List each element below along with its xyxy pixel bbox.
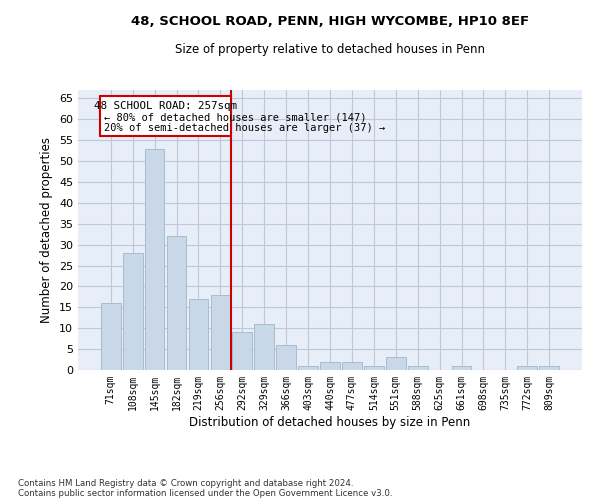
Text: 48, SCHOOL ROAD, PENN, HIGH WYCOMBE, HP10 8EF: 48, SCHOOL ROAD, PENN, HIGH WYCOMBE, HP1… — [131, 15, 529, 28]
Text: Size of property relative to detached houses in Penn: Size of property relative to detached ho… — [175, 44, 485, 57]
Bar — [145, 148, 164, 370]
Bar — [342, 362, 362, 370]
Bar — [386, 358, 406, 370]
FancyBboxPatch shape — [100, 96, 231, 136]
Text: Contains HM Land Registry data © Crown copyright and database right 2024.: Contains HM Land Registry data © Crown c… — [18, 478, 353, 488]
Text: Contains public sector information licensed under the Open Government Licence v3: Contains public sector information licen… — [18, 488, 392, 498]
Bar — [320, 362, 340, 370]
Bar — [517, 366, 537, 370]
Bar — [452, 366, 472, 370]
Y-axis label: Number of detached properties: Number of detached properties — [40, 137, 53, 323]
Bar — [298, 366, 318, 370]
Bar — [188, 299, 208, 370]
Bar — [364, 366, 384, 370]
Text: 48 SCHOOL ROAD: 257sqm: 48 SCHOOL ROAD: 257sqm — [94, 102, 237, 112]
Bar — [254, 324, 274, 370]
Bar — [539, 366, 559, 370]
Bar — [211, 295, 230, 370]
Bar — [167, 236, 187, 370]
Bar — [101, 303, 121, 370]
Bar — [123, 253, 143, 370]
Bar — [232, 332, 252, 370]
Bar — [408, 366, 428, 370]
Text: 20% of semi-detached houses are larger (37) →: 20% of semi-detached houses are larger (… — [104, 122, 385, 132]
Bar — [276, 345, 296, 370]
Text: ← 80% of detached houses are smaller (147): ← 80% of detached houses are smaller (14… — [104, 112, 366, 122]
X-axis label: Distribution of detached houses by size in Penn: Distribution of detached houses by size … — [190, 416, 470, 428]
